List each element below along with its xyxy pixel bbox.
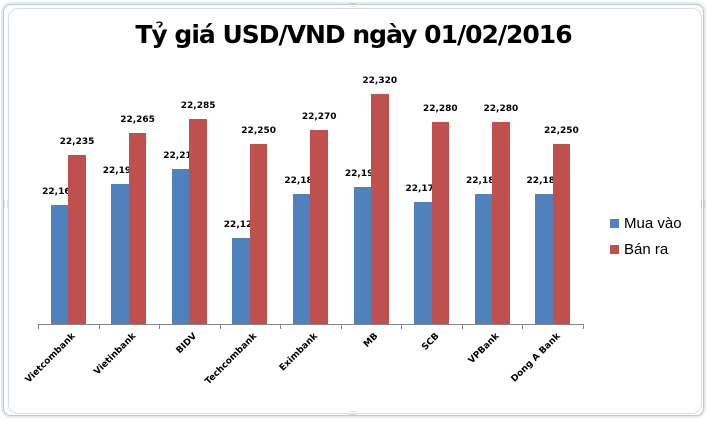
bar-ban-ra xyxy=(189,118,207,324)
data-label: 22,190 xyxy=(344,169,380,180)
x-axis-tick xyxy=(462,324,463,329)
bar-ban-ra xyxy=(249,144,268,324)
legend-label: Mua vào xyxy=(624,214,682,232)
category-label: Vietinbank xyxy=(92,331,139,378)
bar-mua-vao xyxy=(232,237,250,324)
category-label: Techcombank xyxy=(203,331,260,388)
resize-handle-bottom[interactable]: :::: xyxy=(349,410,357,417)
data-label: 22,280 xyxy=(422,104,458,115)
bar-mua-vao xyxy=(50,205,69,324)
legend-item-ban-ra: Bán ra xyxy=(610,236,682,262)
category-label: Vietcombank xyxy=(23,331,78,386)
data-label: 22,250 xyxy=(544,126,579,136)
x-axis xyxy=(38,324,583,325)
bar-mua-vao xyxy=(111,183,129,324)
legend-swatch-red xyxy=(610,244,619,254)
bar-ban-ra xyxy=(431,122,450,324)
category-label: BIDV xyxy=(174,331,199,356)
x-axis-tick xyxy=(159,324,160,329)
category-label: Eximbank xyxy=(278,331,321,374)
resize-handle-top[interactable]: :::: xyxy=(349,2,357,9)
category-label: VPBank xyxy=(467,331,502,367)
x-axis-tick xyxy=(522,324,523,329)
x-axis-tick xyxy=(220,324,221,329)
data-label: 22,250 xyxy=(241,126,277,136)
x-axis-tick xyxy=(341,324,342,329)
data-label: 22,170 xyxy=(405,183,441,194)
data-label: 22,180 xyxy=(526,176,562,187)
data-label: 22,280 xyxy=(483,104,519,115)
bar-ban-ra xyxy=(128,133,147,324)
x-axis-tick xyxy=(280,324,281,329)
bar-ban-ra xyxy=(310,129,328,324)
resize-handle-left[interactable]: :::: xyxy=(2,200,9,208)
bar-mua-vao xyxy=(353,187,372,324)
resize-handle-right[interactable]: :::: xyxy=(699,200,706,208)
x-axis-tick xyxy=(38,324,39,329)
bar-ban-ra xyxy=(371,93,389,324)
chart-area-border xyxy=(8,8,702,414)
data-label: 22,215 xyxy=(163,151,198,162)
bar-ban-ra xyxy=(68,154,86,324)
data-label: 22,320 xyxy=(362,75,398,86)
data-label: 22,235 xyxy=(59,136,95,147)
data-label: 22,120 xyxy=(223,219,259,230)
legend-label: Bán ra xyxy=(624,240,669,258)
category-label: MB xyxy=(362,331,381,350)
bar-mua-vao xyxy=(535,194,553,324)
bar-mua-vao xyxy=(474,194,493,324)
bar-mua-vao xyxy=(414,201,432,324)
legend: Mua vào Bán ra xyxy=(610,210,682,262)
x-axis-tick xyxy=(99,324,100,329)
data-label: 22,285 xyxy=(180,100,216,111)
data-label: 22,180 xyxy=(284,176,320,187)
legend-item-mua-vao: Mua vào xyxy=(610,210,682,236)
data-label: 22,165 xyxy=(42,187,77,198)
bar-mua-vao xyxy=(171,169,190,324)
bar-ban-ra xyxy=(492,122,510,324)
data-label: 22,270 xyxy=(301,111,337,122)
category-label: SCB xyxy=(419,331,442,353)
category-label: Dong A Bank xyxy=(509,331,563,385)
data-label: 22,180 xyxy=(466,176,501,187)
bar-ban-ra xyxy=(552,144,571,324)
legend-swatch-blue xyxy=(610,218,619,228)
data-label: 22,195 xyxy=(102,165,138,176)
bar-mua-vao xyxy=(292,194,311,324)
x-axis-tick xyxy=(401,324,402,329)
chart-title: Tỷ giá USD/VND ngày 01/02/2016 xyxy=(135,20,572,49)
data-label: 22,265 xyxy=(120,115,155,126)
x-axis-tick xyxy=(583,324,584,329)
